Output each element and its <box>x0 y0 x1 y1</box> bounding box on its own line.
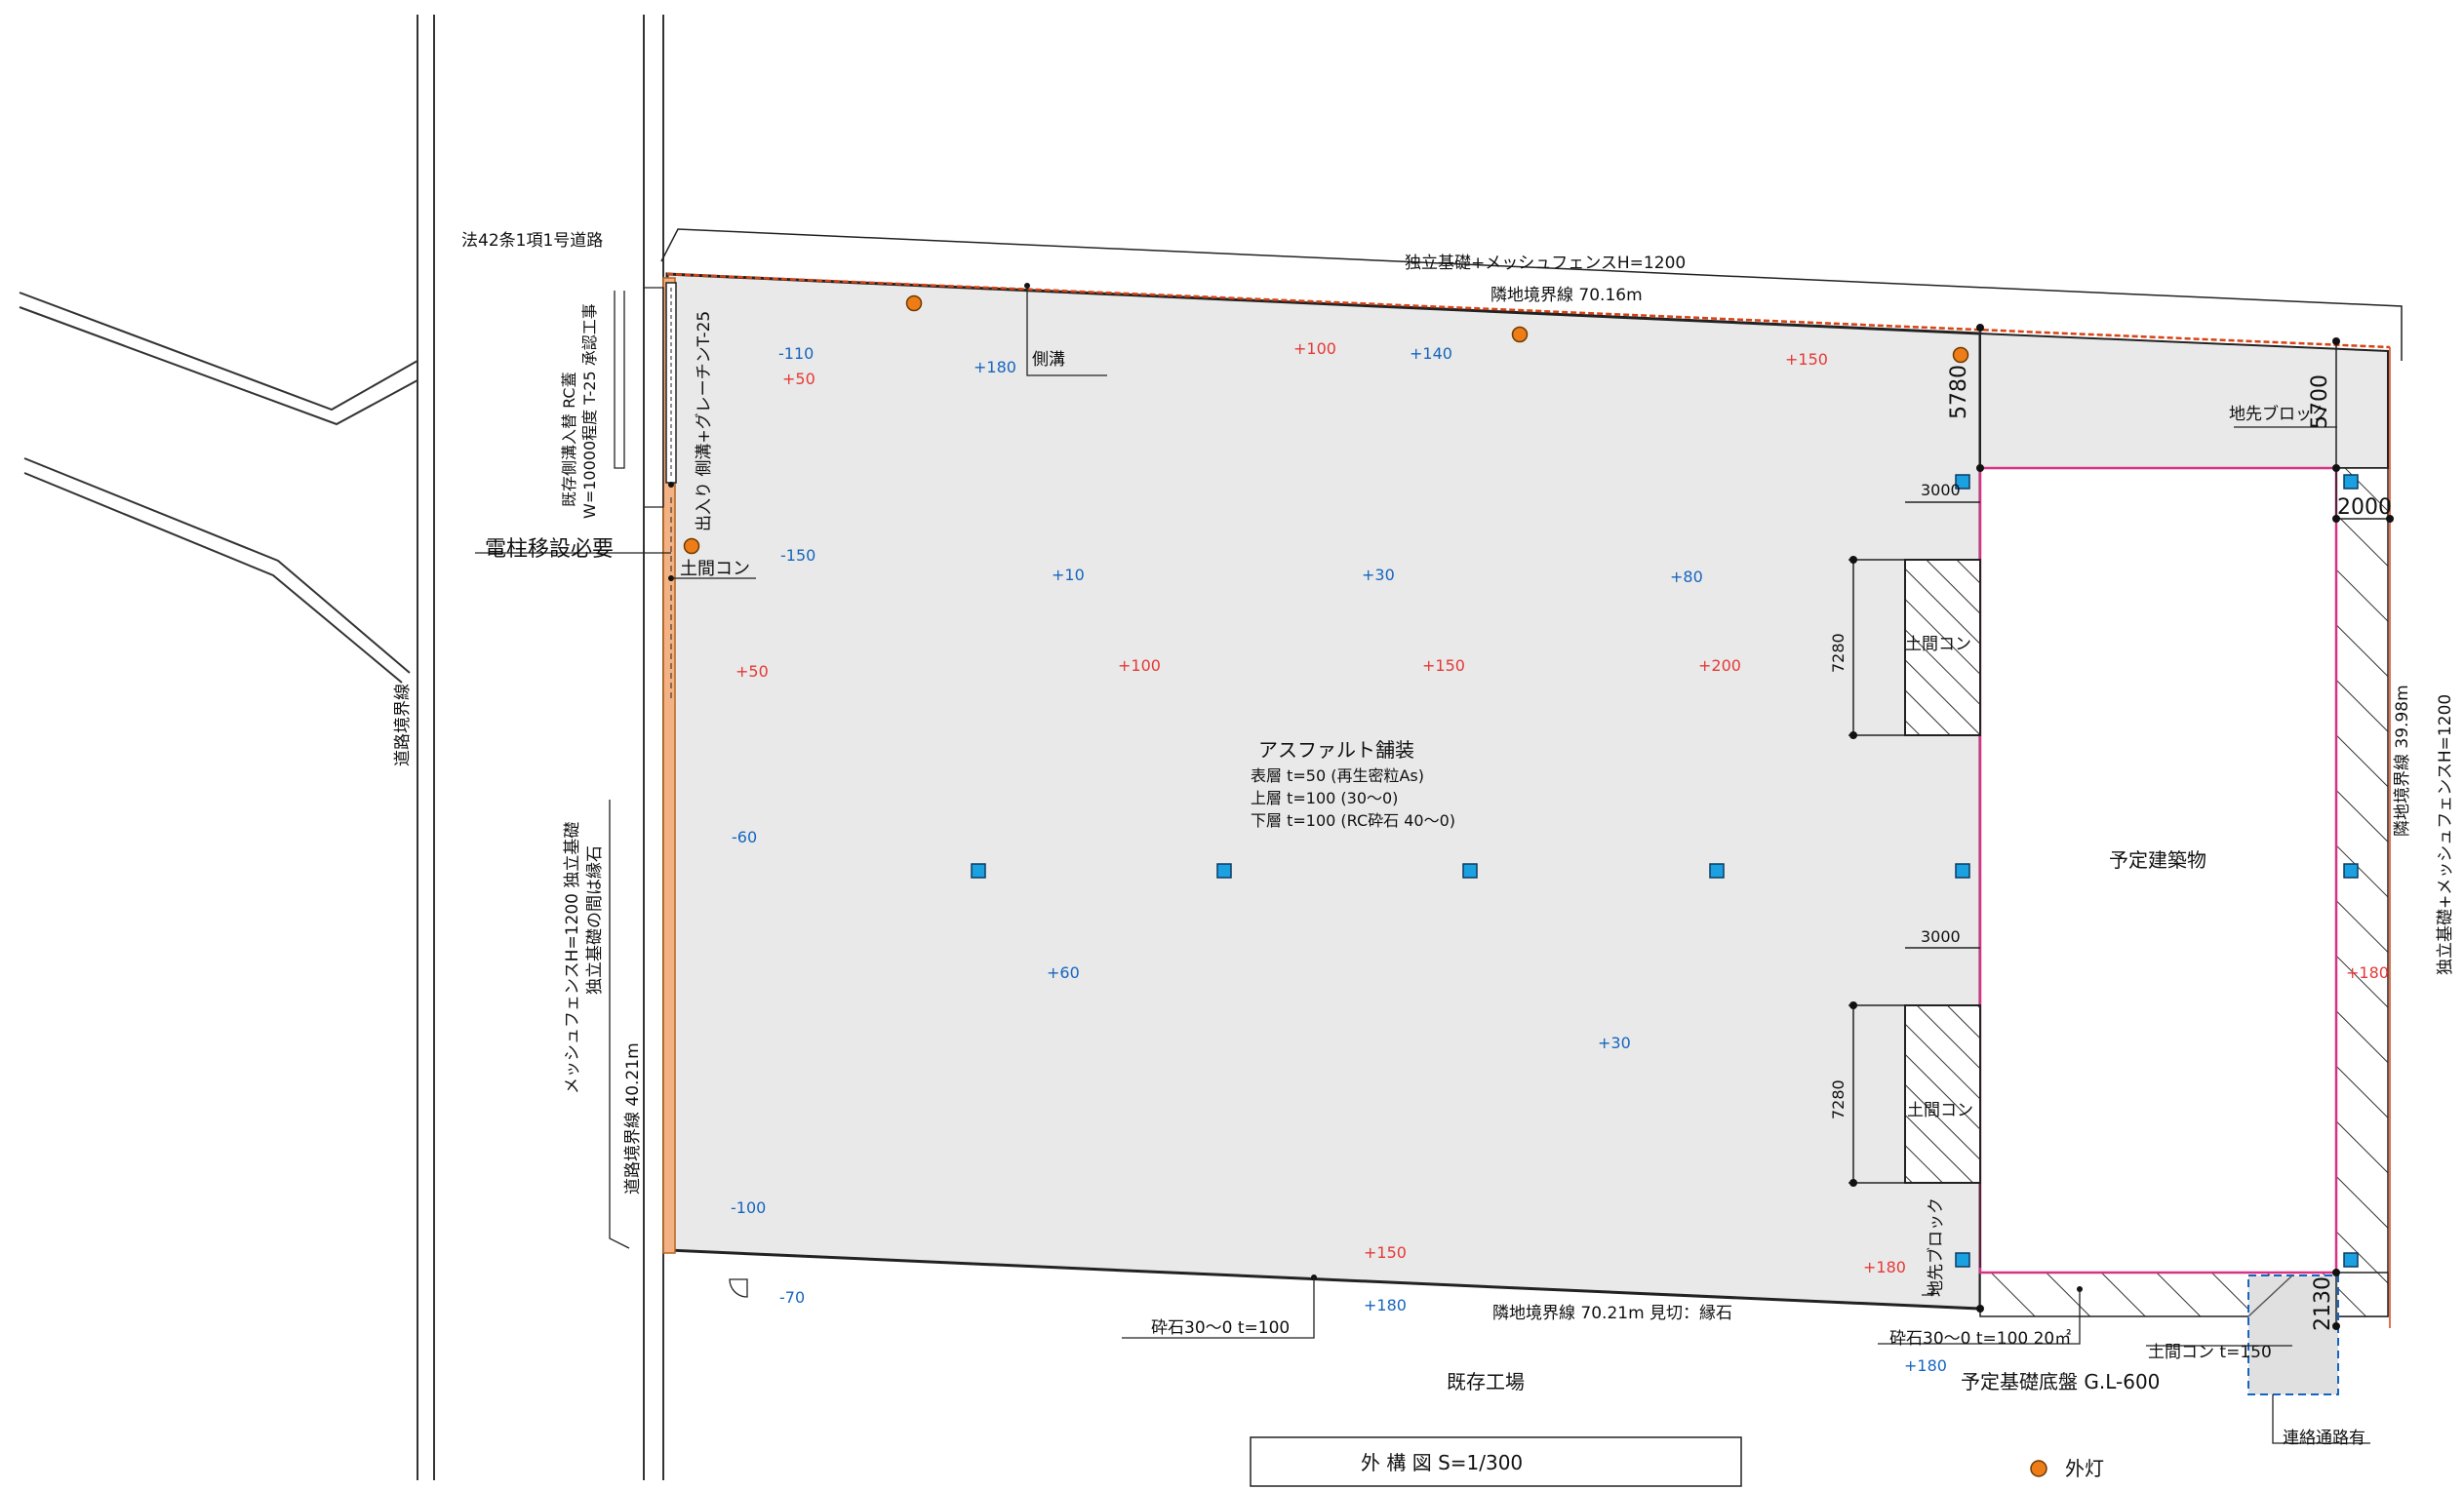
legend-light-label: 外灯 <box>2065 1457 2104 1480</box>
level-blue: +10 <box>1052 566 1085 584</box>
level-red: +180 <box>2346 963 2389 982</box>
level-blue: +180 <box>1904 1356 1947 1375</box>
boundary-west-label: 道路境界線 40.21m <box>623 1042 643 1195</box>
fence-west-label-1: メッシュフェンスH=1200 独立基礎 <box>563 822 582 1094</box>
existing-gutter-label-1: 既存側溝入替 RC蓋 <box>560 372 578 507</box>
pole-label: 電柱移設必要 <box>485 537 614 562</box>
existing-gutter-label-2: W=10000程度 T-25 承認工事 <box>580 303 599 519</box>
boundary-east-label: 隣地境界線 39.98m <box>2393 685 2412 837</box>
level-marks: -110 +180 +140 -150 +10 +30 +80 -60 +60 … <box>731 339 2389 1375</box>
doma-south-label: 土間コン t=150 <box>2148 1343 2272 1362</box>
fence-north-label: 独立基礎+メッシュフェンスH=1200 <box>1405 254 1686 273</box>
level-red: +100 <box>1293 339 1336 358</box>
light-icon <box>1511 326 1529 343</box>
curb-block-west: 地先ブロック <box>1926 1197 1946 1297</box>
post-icon <box>1955 863 1970 879</box>
dimension-lines <box>1848 328 2390 1326</box>
paving-layer2: 上層 t=100 (30〜0) <box>1251 789 1398 807</box>
light-icon <box>683 537 700 555</box>
road-label: 法42条1項1号道路 <box>461 231 603 251</box>
level-red: +200 <box>1698 656 1741 675</box>
light-icon <box>2030 1460 2047 1477</box>
slab1-length: 7280 <box>1829 633 1848 673</box>
gravel-south-label: 砕石30〜0 t=100 <box>1151 1318 1290 1338</box>
level-blue: +30 <box>1362 566 1395 584</box>
level-red: +50 <box>782 370 815 388</box>
gutter-label: 側溝 <box>1032 350 1065 370</box>
level-blue: -110 <box>778 344 814 363</box>
post-icon <box>2343 863 2359 879</box>
doma-slab-1 <box>1904 559 1981 736</box>
boundary-north-label: 隣地境界線 70.16m <box>1490 286 1643 305</box>
level-red: +150 <box>1785 350 1828 369</box>
fence-west-label-2: 独立基礎の間は縁石 <box>585 845 605 995</box>
post-icon <box>1955 474 1970 490</box>
paving-layer1: 表層 t=50 (再生密粒As) <box>1251 766 1424 785</box>
title-block-label: 外 構 図 S=1/300 <box>1361 1451 1523 1474</box>
level-blue: +30 <box>1598 1034 1631 1052</box>
post-icon <box>2343 1252 2359 1268</box>
level-blue: +180 <box>974 358 1016 376</box>
dim-north-left: 5780 <box>1947 365 1971 419</box>
level-red: +50 <box>735 662 769 681</box>
fence-offset-north <box>660 228 2403 361</box>
level-blue: -60 <box>732 828 757 846</box>
level-blue: -150 <box>780 546 815 565</box>
level-blue: -100 <box>731 1198 766 1217</box>
level-blue: +140 <box>1410 344 1452 363</box>
boundary-south-label: 隣地境界線 70.21m 見切：縁石 <box>1492 1304 1732 1323</box>
foundation-label: 予定基礎底盤 G.L-600 <box>1961 1370 2160 1393</box>
fence-east-label: 独立基礎+メッシュフェンスH=1200 <box>2436 694 2455 975</box>
connection-label: 連絡通路有 <box>2283 1429 2365 1448</box>
planned-building <box>1978 466 2338 1274</box>
west-curb-strip <box>662 277 676 1254</box>
level-red: +150 <box>1364 1243 1407 1262</box>
post-icon <box>1462 863 1478 879</box>
post-icon <box>2343 474 2359 490</box>
dim-south-gap: 2130 <box>2311 1276 2335 1331</box>
light-icon <box>1952 346 1969 364</box>
outdoor-lights <box>683 294 2047 1477</box>
light-icon <box>905 294 923 312</box>
post-icon <box>1955 1252 1970 1268</box>
doma-entrance-label: 土間コン <box>680 559 750 579</box>
leader-lines <box>475 286 2370 1444</box>
level-red: +180 <box>1863 1258 1906 1276</box>
fence-posts <box>971 474 2359 1268</box>
paving-title: アスファルト舗装 <box>1258 738 1414 762</box>
level-red: +150 <box>1422 656 1465 675</box>
level-blue: +80 <box>1670 568 1703 586</box>
gravel-building-label: 砕石30〜0 t=100 20㎡ <box>1889 1329 2071 1349</box>
post-icon <box>1216 863 1232 879</box>
dimension-dots <box>668 283 2394 1330</box>
building-label: 予定建築物 <box>2109 848 2206 872</box>
dim-east-gap: 2000 <box>2337 495 2392 520</box>
factory-label: 既存工場 <box>1447 1370 1525 1393</box>
slab2-label: 土間コン <box>1907 1101 1973 1120</box>
post-icon <box>971 863 986 879</box>
slab2-width: 3000 <box>1921 927 1961 946</box>
post-icon <box>1709 863 1725 879</box>
slab1-width: 3000 <box>1921 481 1961 499</box>
level-blue: +180 <box>1364 1296 1407 1314</box>
east-strip-hatch <box>2335 467 2389 1317</box>
dim-north-right: 5700 <box>2308 374 2332 429</box>
slab1-label: 土間コン <box>1905 635 1971 654</box>
entrance-label: 出入り 側溝+グレーチンT-25 <box>695 311 714 531</box>
boundary-north-red <box>666 272 2391 349</box>
level-red: +100 <box>1118 656 1161 675</box>
level-blue: +60 <box>1047 963 1080 982</box>
paving-layer3: 下層 t=100 (RC砕石 40〜0) <box>1251 811 1455 830</box>
curb-block-north: 地先ブロック <box>2229 404 2328 424</box>
slab2-length: 7280 <box>1829 1079 1848 1119</box>
road-boundary-label: 道路境界線 <box>393 684 413 766</box>
level-blue: -70 <box>779 1288 805 1307</box>
title-block-frame <box>1250 1436 1742 1487</box>
connection-walkway <box>2247 1274 2339 1395</box>
doma-slab-2 <box>1904 1004 1981 1184</box>
